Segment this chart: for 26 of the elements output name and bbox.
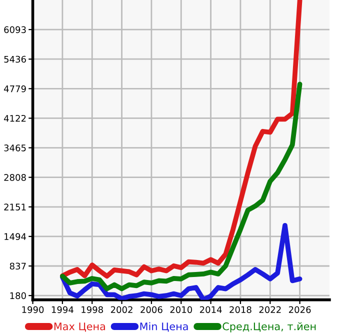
line-series [60,0,302,279]
y-tick-label: 4122 [4,114,26,122]
x-tick-label: 2018 [230,306,252,314]
legend-label: Сред.Цена, т.йен [222,322,316,332]
x-tick-label: 2022 [259,306,281,314]
legend-label: Max Цена [54,322,106,332]
y-tick-label: 6093 [4,26,26,34]
x-tick-label: 2002 [110,306,132,314]
x-tick-label: 1994 [52,306,74,314]
y-tick-label: 5436 [4,56,26,63]
y-tick-label: 2808 [4,174,26,181]
x-tick-label: 1990 [22,306,44,314]
x-tick-label: 2006 [140,306,162,314]
x-tick-label: 2014 [200,306,222,314]
line-series [60,222,302,300]
y-tick-label: 4779 [4,85,26,92]
x-tick-label: 2026 [288,306,311,314]
x-tick-label: 1998 [82,306,103,314]
y-tick-label: 3465 [4,144,26,152]
y-tick-label: 2151 [4,204,26,210]
legend-label: Min Цена [140,322,188,332]
y-tick-label: 1494 [4,233,26,240]
y-tick-label: 180 [10,292,26,300]
line-series [60,82,302,292]
x-tick-label: 2010 [170,306,192,314]
y-tick-label: 837 [10,262,26,270]
